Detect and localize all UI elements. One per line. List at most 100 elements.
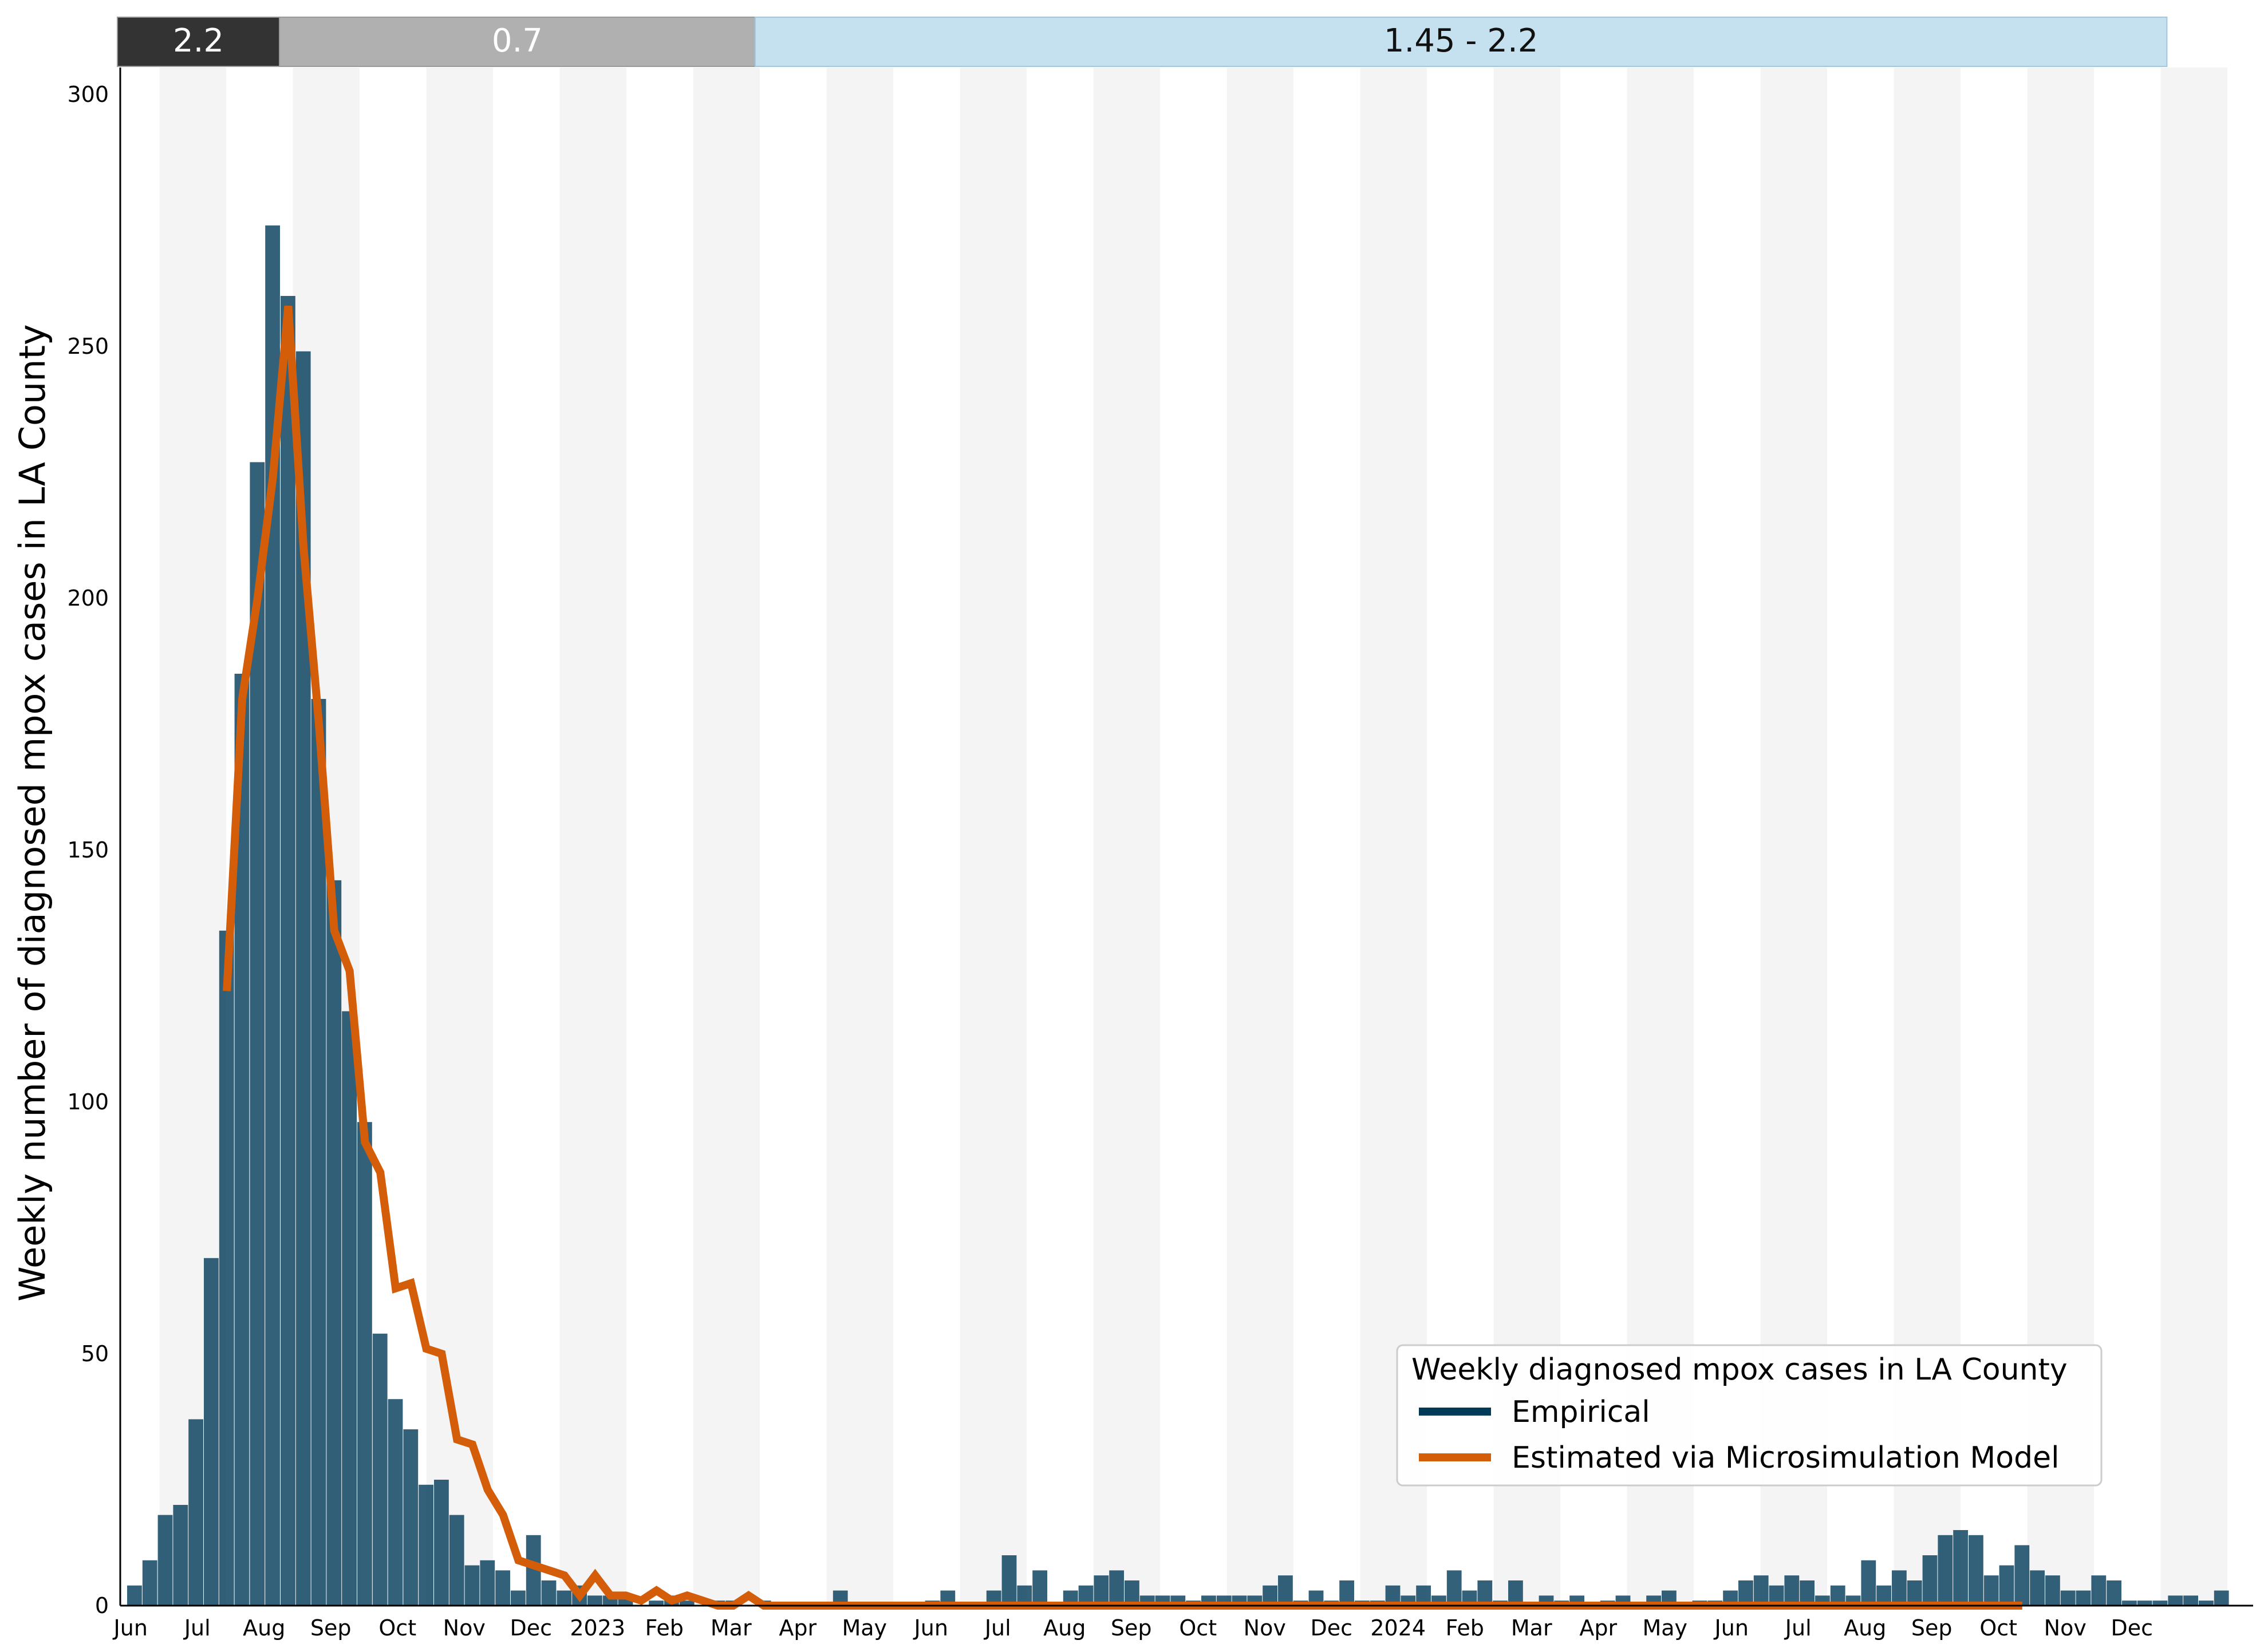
empirical-bar bbox=[326, 880, 342, 1606]
x-tick-label: Feb bbox=[1446, 1615, 1484, 1641]
empirical-bar bbox=[403, 1429, 419, 1606]
empirical-bar bbox=[342, 1011, 357, 1606]
x-tick-label: Jul bbox=[1784, 1615, 1812, 1641]
x-tick-label: Feb bbox=[645, 1615, 684, 1641]
x-tick-label: Aug bbox=[1043, 1615, 1086, 1641]
empirical-bar bbox=[2060, 1590, 2076, 1606]
empirical-bar bbox=[2076, 1590, 2091, 1606]
empirical-bar bbox=[388, 1399, 403, 1606]
empirical-bar bbox=[2107, 1580, 2121, 1606]
x-tick-label: 2024 bbox=[1370, 1615, 1426, 1641]
y-tick-label: 0 bbox=[95, 1593, 109, 1618]
band-0 bbox=[117, 17, 280, 67]
x-tick-label: Dec bbox=[1310, 1615, 1352, 1641]
x-tick-label: Jul bbox=[183, 1615, 211, 1641]
y-tick-label: 250 bbox=[67, 334, 109, 359]
empirical-bar bbox=[2091, 1575, 2107, 1606]
month-stripe bbox=[826, 68, 893, 1606]
empirical-bar bbox=[464, 1565, 480, 1606]
empirical-bar bbox=[2214, 1590, 2229, 1606]
empirical-bar bbox=[142, 1560, 157, 1606]
x-tick-label: Sep bbox=[1911, 1615, 1953, 1641]
empirical-bar bbox=[1508, 1580, 1523, 1606]
legend-box bbox=[1396, 1344, 2103, 1487]
x-tick-labels: Jun Jul Aug Sep Oct Nov Dec 2023 Feb Mar Apr May Jun… bbox=[113, 1615, 2153, 1641]
x-tick-label: Jul bbox=[984, 1615, 1011, 1641]
empirical-bar bbox=[1953, 1530, 1968, 1606]
empirical-bar bbox=[1339, 1580, 1354, 1606]
x-tick-label: Nov bbox=[1244, 1615, 1286, 1641]
y-tick-label: 50 bbox=[81, 1341, 109, 1366]
x-tick-label: Oct bbox=[378, 1615, 416, 1641]
band-label: 0.7 bbox=[492, 22, 543, 60]
empirical-bar bbox=[541, 1580, 557, 1606]
month-stripe bbox=[1093, 68, 1160, 1606]
empirical-bar bbox=[1477, 1580, 1493, 1606]
empirical-bar bbox=[1907, 1580, 1922, 1606]
empirical-bar bbox=[1738, 1580, 1753, 1606]
month-stripe bbox=[693, 68, 760, 1606]
empirical-bar bbox=[1800, 1580, 1815, 1606]
empirical-bar bbox=[357, 1122, 372, 1606]
empirical-bar bbox=[2014, 1545, 2030, 1606]
empirical-bar bbox=[1983, 1575, 1999, 1606]
empirical-bar bbox=[173, 1505, 188, 1606]
empirical-bar bbox=[1001, 1555, 1017, 1606]
x-tick-label: Nov bbox=[443, 1615, 486, 1641]
axes bbox=[119, 68, 2253, 1607]
x-tick-label: Aug bbox=[243, 1615, 285, 1641]
empirical-bar bbox=[1999, 1565, 2014, 1606]
empirical-bar bbox=[1094, 1575, 1109, 1606]
y-tick-labels: 0 50 100 150 200 250 300 bbox=[67, 82, 109, 1618]
empirical-bar bbox=[1109, 1570, 1124, 1606]
empirical-bar bbox=[188, 1419, 203, 1606]
reproduction-number-bands: 2.2 0.7 1.45 - 2.2 bbox=[117, 17, 2168, 67]
x-tick-label: 2023 bbox=[570, 1615, 625, 1641]
empirical-bar bbox=[495, 1570, 510, 1606]
x-tick-label: Dec bbox=[510, 1615, 552, 1641]
x-tick-label: Sep bbox=[1111, 1615, 1152, 1641]
x-tick-label: Oct bbox=[1979, 1615, 2017, 1641]
empirical-bar bbox=[587, 1595, 602, 1606]
x-tick-label: Mar bbox=[711, 1615, 752, 1641]
y-tick-label: 300 bbox=[67, 82, 109, 107]
month-stripe bbox=[559, 68, 626, 1606]
month-stripe bbox=[426, 68, 493, 1606]
empirical-bar bbox=[511, 1590, 526, 1606]
empirical-bar bbox=[2183, 1595, 2198, 1606]
month-stripe bbox=[2160, 68, 2227, 1606]
empirical-bar bbox=[434, 1480, 449, 1606]
empirical-bar bbox=[281, 296, 295, 1606]
month-stripe bbox=[1226, 68, 1293, 1606]
empirical-bar bbox=[1784, 1575, 1800, 1606]
empirical-bar bbox=[557, 1590, 572, 1606]
y-axis-label: Weekly number of diagnosed mpox cases in… bbox=[11, 324, 53, 1301]
x-tick-label: Dec bbox=[2111, 1615, 2153, 1641]
x-tick-label: May bbox=[1642, 1615, 1687, 1641]
band-label: 2.2 bbox=[173, 22, 224, 60]
y-tick-label: 150 bbox=[67, 837, 109, 863]
y-tick-label: 100 bbox=[67, 1089, 109, 1114]
empirical-bar bbox=[1278, 1575, 1293, 1606]
empirical-bar bbox=[2122, 1600, 2137, 1606]
empirical-bar bbox=[2168, 1595, 2183, 1606]
empirical-bar bbox=[2045, 1575, 2060, 1606]
x-tick-label: Jun bbox=[913, 1615, 948, 1641]
x-tick-label: May bbox=[842, 1615, 887, 1641]
empirical-bar bbox=[2137, 1600, 2152, 1606]
x-tick-label: Apr bbox=[779, 1615, 817, 1641]
legend: Weekly diagnosed mpox cases in LA County… bbox=[1396, 1344, 2103, 1487]
x-tick-label: Aug bbox=[1844, 1615, 1886, 1641]
x-tick-label: Apr bbox=[1579, 1615, 1617, 1641]
x-tick-label: Nov bbox=[2044, 1615, 2086, 1641]
empirical-bar bbox=[1938, 1535, 1953, 1606]
empirical-bar bbox=[1969, 1535, 1983, 1606]
y-tick-label: 200 bbox=[67, 586, 109, 611]
empirical-bar bbox=[2030, 1570, 2045, 1606]
band-label: 1.45 - 2.2 bbox=[1384, 22, 1539, 60]
x-tick-label: Jun bbox=[113, 1615, 148, 1641]
empirical-bar bbox=[2152, 1600, 2168, 1606]
legend-label-empirical: Empirical bbox=[1512, 1395, 1650, 1429]
empirical-bar bbox=[157, 1515, 173, 1606]
